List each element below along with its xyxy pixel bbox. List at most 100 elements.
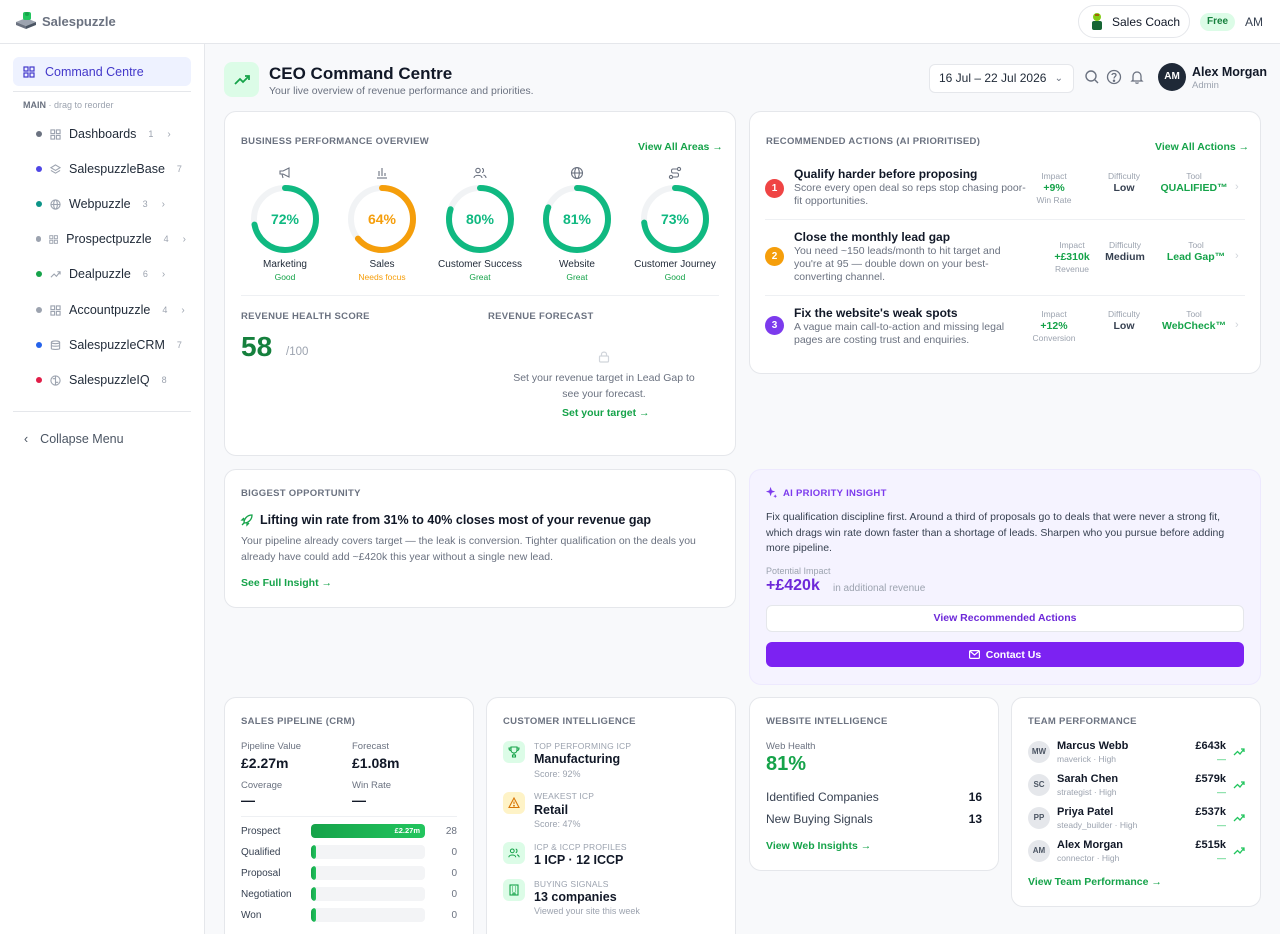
metric-label: Win Rate: [352, 780, 392, 791]
action-item[interactable]: 3 Fix the website's weak spots A vague m…: [765, 306, 1245, 350]
trending-up-icon: [1233, 748, 1245, 756]
top-bar: Salespuzzle Sales Coach Free AM: [0, 0, 1280, 44]
web-row-value: 13: [968, 812, 982, 826]
impact-sub: Win Rate: [1036, 195, 1072, 205]
set-target-link[interactable]: Set your target →: [562, 407, 650, 419]
collapse-menu-button[interactable]: ‹ Collapse Menu: [24, 432, 124, 446]
view-all-actions-link[interactable]: View All Actions →: [1155, 141, 1250, 153]
divider: [765, 219, 1245, 220]
sidebar-item-accountpuzzle[interactable]: Accountpuzzle 4 ›: [36, 300, 186, 320]
view-team-performance-link[interactable]: View Team Performance →: [1028, 876, 1162, 888]
impact-value: +£310k: [1054, 251, 1090, 263]
action-item[interactable]: 1 Qualify harder before proposing Score …: [765, 167, 1245, 211]
contact-us-button[interactable]: Contact Us: [766, 642, 1244, 667]
date-range-picker[interactable]: 16 Jul – 22 Jul 2026 ⌄: [929, 64, 1074, 93]
difficulty-value: Low: [1113, 320, 1135, 332]
sidebar-item-dealpuzzle[interactable]: Dealpuzzle 6 ›: [36, 264, 186, 284]
stage-bar: [311, 887, 425, 901]
action-number: 2: [765, 247, 784, 266]
stage-bar-fill: [311, 908, 316, 922]
coach-avatar-icon: [1092, 12, 1102, 30]
stage-count: 28: [445, 826, 457, 837]
divider: [765, 295, 1245, 296]
stage-bar: £2.27m: [311, 824, 425, 838]
area-status: Good: [274, 272, 296, 282]
stage-label: Prospect: [241, 826, 281, 837]
action-title: Qualify harder before proposing: [794, 167, 978, 181]
status-dot: [36, 201, 42, 207]
status-dot: [36, 342, 42, 348]
action-desc: Score every open deal so reps stop chasi…: [794, 182, 1026, 207]
avatar: MW: [1028, 741, 1050, 763]
chevron-right-icon: ›: [167, 128, 171, 140]
forecast-title: REVENUE FORECAST: [488, 311, 594, 322]
view-web-insights-link[interactable]: View Web Insights →: [766, 840, 872, 852]
chevron-right-icon: ›: [1235, 250, 1239, 262]
sidebar-item-webpuzzle[interactable]: Webpuzzle 3 ›: [36, 194, 186, 214]
divider: [241, 816, 457, 817]
tool-value: WebCheck™: [1162, 320, 1226, 332]
sidebar-item-salespuzzlecrm[interactable]: SalespuzzleCRM 7: [36, 335, 186, 355]
ci-label: BUYING SIGNALS: [534, 879, 609, 889]
trophy-icon: [503, 741, 525, 763]
sidebar-item-prospectpuzzle[interactable]: Prospectpuzzle 4 ›: [36, 229, 186, 249]
action-number: 3: [765, 316, 784, 335]
search-icon[interactable]: [1084, 69, 1100, 85]
ci-sub: Viewed your site this week: [534, 906, 640, 916]
view-recommended-actions-button[interactable]: View Recommended Actions: [766, 605, 1244, 632]
stage-bar-fill: [311, 866, 316, 880]
globe-icon: [50, 198, 61, 210]
puzzle-logo-icon: [16, 12, 36, 29]
sidebar-item-dashboards[interactable]: Dashboards 1 ›: [36, 124, 186, 144]
bell-icon[interactable]: [1129, 69, 1145, 85]
user-name: Alex Morgan: [1192, 65, 1268, 79]
team-member-change: —: [1217, 754, 1226, 764]
team-member-change: —: [1217, 820, 1226, 830]
opportunity-headline: Lifting win rate from 31% to 40% closes …: [260, 513, 652, 527]
stage-label: Proposal: [241, 868, 281, 879]
status-dot: [36, 271, 42, 277]
team-member-role: connector · High: [1057, 853, 1120, 863]
sidebar-item-salespuzzleiq[interactable]: SalespuzzleIQ 8: [36, 370, 186, 390]
avatar[interactable]: AM: [1158, 63, 1186, 91]
app-name: Salespuzzle: [42, 13, 116, 29]
sidebar-item-label: Command Centre: [45, 64, 144, 79]
sidebar-item-command-centre[interactable]: Command Centre: [13, 57, 191, 86]
bar-chart-icon: [377, 168, 387, 179]
chevron-right-icon: ›: [161, 198, 165, 210]
sidebar-item-label: Dealpuzzle: [69, 267, 131, 281]
users-icon: [503, 842, 525, 864]
sidebar-item-count: 8: [161, 375, 167, 385]
mail-icon: [968, 650, 980, 659]
sidebar-item-salespuzzlebase[interactable]: SalespuzzleBase 7: [36, 159, 186, 179]
warning-icon: [503, 792, 525, 814]
stage-count: 0: [451, 847, 457, 858]
trending-up-icon: [1233, 847, 1245, 855]
stage-count: 0: [451, 868, 457, 879]
chevron-right-icon: ›: [1235, 319, 1239, 331]
action-title: Close the monthly lead gap: [794, 230, 951, 244]
top-user-initials[interactable]: AM: [1245, 15, 1263, 29]
app-logo[interactable]: Salespuzzle: [14, 10, 116, 32]
trending-up-icon: [1233, 814, 1245, 822]
health-score-max: /100: [286, 346, 309, 358]
team-member-value: £643k: [1195, 740, 1226, 752]
action-desc: A vague main call-to-action and missing …: [794, 321, 1005, 346]
area-status: Great: [469, 272, 491, 282]
sales-ring: 64%: [348, 185, 416, 253]
card-title: WEBSITE INTELLIGENCE: [766, 716, 888, 727]
team-member-name: Marcus Webb: [1057, 740, 1129, 752]
view-all-areas-link[interactable]: View All Areas →: [638, 141, 723, 153]
user-role: Admin: [1192, 80, 1219, 91]
metric-label: Pipeline Value: [241, 741, 302, 752]
sidebar-item-count: 1: [148, 129, 154, 139]
stage-bar-label: £2.27m: [394, 826, 420, 835]
sales-coach-button[interactable]: Sales Coach: [1078, 5, 1190, 38]
stage-bar-fill: [311, 887, 316, 901]
see-full-insight-link[interactable]: See Full Insight →: [241, 577, 333, 589]
help-icon[interactable]: [1106, 69, 1122, 85]
action-item[interactable]: 2 Close the monthly lead gap You need ~1…: [765, 230, 1245, 286]
marketing-ring: 72%: [251, 185, 319, 253]
ring-value: 73%: [661, 211, 690, 227]
team-member-name: Priya Patel: [1057, 806, 1114, 818]
